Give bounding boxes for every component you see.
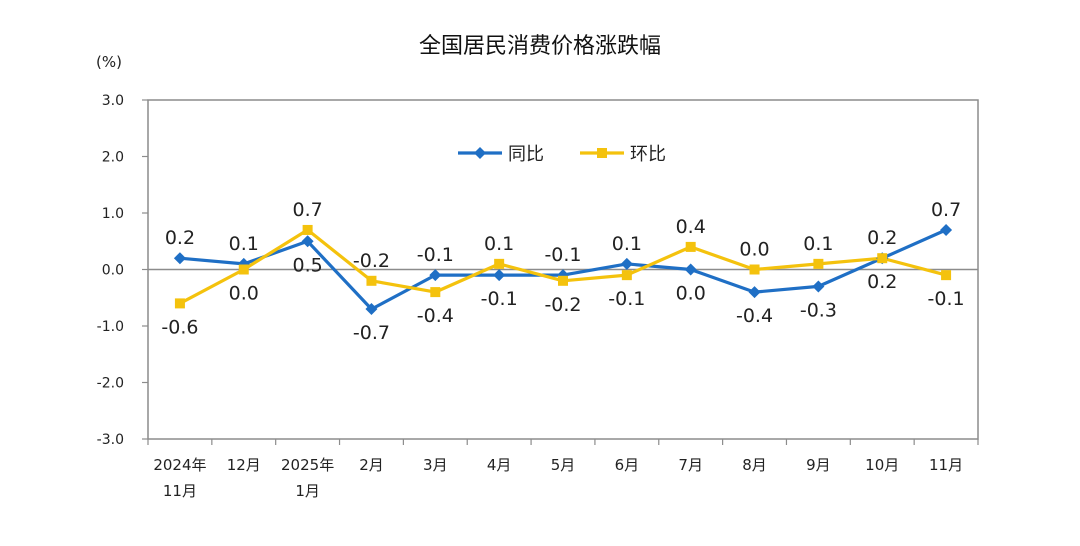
y-tick-label: 0.0 (102, 263, 124, 279)
data-label-0: -0.4 (736, 305, 773, 327)
legend-label-1: 环比 (630, 144, 666, 165)
data-label-0: -0.1 (544, 244, 581, 266)
data-label-0: 0.0 (676, 283, 706, 305)
data-point-0 (493, 269, 506, 282)
y-axis-unit: (%) (96, 53, 122, 71)
legend-marker-1 (597, 148, 607, 158)
data-point-1 (813, 258, 824, 269)
x-tick-label: 11月 (929, 456, 963, 474)
x-tick-label: 11月 (163, 482, 197, 500)
y-tick-label: -2.0 (97, 376, 124, 392)
data-point-1 (621, 270, 632, 281)
data-point-1 (238, 264, 249, 275)
data-label-1: 0.0 (739, 239, 769, 261)
x-tick-label: 2月 (359, 456, 384, 474)
x-tick-label: 5月 (551, 456, 576, 474)
data-label-1: -0.4 (417, 305, 454, 327)
data-label-0: -0.7 (353, 322, 390, 344)
data-label-0: 0.5 (293, 254, 323, 276)
data-label-1: 0.1 (803, 233, 833, 255)
y-tick-label: 3.0 (102, 93, 124, 109)
legend-marker-0 (474, 147, 486, 159)
data-label-1: -0.1 (928, 288, 965, 310)
data-label-1: -0.6 (161, 316, 198, 338)
data-point-1 (366, 275, 377, 286)
x-tick-label: 6月 (615, 456, 640, 474)
data-point-1 (749, 264, 760, 275)
data-label-1: 0.7 (293, 199, 323, 221)
data-label-1: -0.2 (544, 294, 581, 316)
data-label-1: 0.4 (676, 216, 706, 238)
data-point-1 (877, 253, 888, 264)
data-label-0: 0.2 (165, 227, 195, 249)
x-tick-label: 2024年 (153, 456, 206, 474)
data-point-0 (173, 252, 186, 265)
data-label-0: 0.2 (867, 271, 897, 293)
data-label-1: -0.1 (608, 288, 645, 310)
data-point-0 (301, 235, 314, 248)
data-point-0 (365, 303, 378, 316)
data-point-1 (941, 270, 952, 281)
y-tick-label: -3.0 (97, 432, 124, 448)
data-point-0 (940, 223, 953, 236)
data-point-0 (812, 280, 825, 293)
data-point-1 (174, 298, 185, 309)
x-tick-label: 4月 (487, 456, 512, 474)
x-tick-label: 3月 (423, 456, 448, 474)
data-label-0: -0.1 (481, 288, 518, 310)
data-point-0 (748, 286, 761, 299)
data-label-0: -0.3 (800, 299, 837, 321)
x-tick-label: 7月 (678, 456, 703, 474)
legend-label-0: 同比 (508, 144, 544, 165)
data-point-1 (302, 224, 313, 235)
data-point-1 (494, 258, 505, 269)
y-tick-label: 2.0 (102, 150, 124, 166)
data-label-0: 0.7 (931, 199, 961, 221)
data-label-0: -0.1 (417, 244, 454, 266)
data-label-1: 0.0 (229, 283, 259, 305)
x-tick-label: 12月 (227, 456, 261, 474)
data-label-0: 0.1 (229, 233, 259, 255)
data-point-1 (558, 275, 568, 286)
x-tick-label: 9月 (806, 456, 831, 474)
y-tick-label: -1.0 (97, 319, 124, 335)
data-label-1: 0.2 (867, 227, 897, 249)
x-tick-label: 10月 (865, 456, 899, 474)
x-tick-label: 1月 (295, 482, 320, 500)
data-label-1: -0.2 (353, 250, 390, 272)
data-point-0 (684, 263, 697, 276)
data-point-0 (429, 269, 442, 282)
data-point-1 (430, 287, 441, 298)
y-tick-label: 1.0 (102, 206, 124, 222)
chart-title: 全国居民消费价格涨跌幅 (418, 34, 661, 59)
data-point-1 (685, 241, 696, 252)
data-point-0 (620, 257, 633, 270)
data-label-0: 0.1 (612, 233, 642, 255)
x-tick-label: 2025年 (281, 456, 334, 474)
x-tick-label: 8月 (742, 456, 767, 474)
data-label-1: 0.1 (484, 233, 514, 255)
